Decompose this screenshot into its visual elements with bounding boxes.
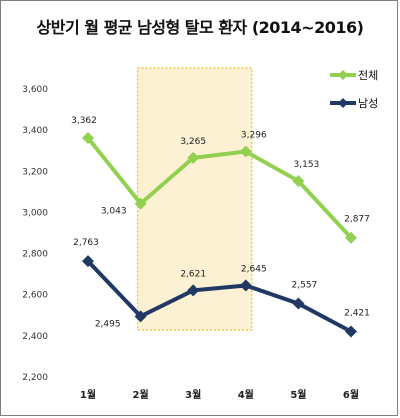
data-label: 2,877 [344, 215, 370, 225]
x-tick-label: 6월 [343, 389, 359, 401]
legend-label: 남성 [358, 97, 378, 110]
x-tick-label: 4월 [238, 389, 254, 401]
y-tick-label: 2,400 [22, 332, 48, 342]
y-tick-label: 3,000 [22, 208, 48, 218]
data-label: 3,296 [241, 131, 267, 141]
data-label: 2,763 [73, 238, 99, 248]
data-point [134, 197, 147, 210]
legend-marker [338, 70, 348, 80]
x-tick-label: 1월 [80, 389, 96, 401]
data-point [292, 174, 305, 187]
y-tick-label: 2,800 [22, 250, 48, 260]
x-tick-label: 5월 [290, 389, 306, 401]
data-label: 3,362 [71, 116, 97, 126]
data-label: 3,153 [294, 160, 320, 170]
data-point [187, 151, 200, 164]
x-tick-label: 3월 [185, 389, 201, 401]
data-point [187, 284, 200, 297]
data-point [134, 310, 147, 323]
data-label: 2,557 [292, 281, 318, 291]
data-label: 3,265 [180, 137, 206, 147]
legend-marker [338, 98, 348, 108]
y-tick-label: 2,200 [22, 373, 48, 383]
series-line-전체 [86, 136, 353, 240]
data-point [82, 131, 94, 144]
data-point [239, 279, 252, 292]
data-label: 2,645 [241, 264, 267, 274]
data-label: 3,043 [101, 207, 127, 217]
data-label: 2,421 [344, 309, 370, 319]
data-point [82, 255, 94, 268]
chart-title: 상반기 월 평균 남성형 탈모 환자 (2014~2016) [36, 18, 364, 37]
data-point [345, 231, 357, 244]
data-label: 2,621 [180, 269, 206, 279]
data-point [239, 145, 252, 158]
legend-label: 전체 [358, 69, 378, 82]
data-point [292, 297, 305, 310]
y-tick-label: 3,400 [22, 126, 48, 136]
data-label: 2,495 [95, 319, 121, 329]
y-tick-label: 3,600 [22, 85, 48, 95]
series-line-남성 [86, 259, 352, 334]
y-tick-label: 3,200 [22, 167, 48, 177]
x-tick-label: 2월 [133, 389, 149, 401]
y-tick-label: 2,600 [22, 291, 48, 301]
data-point [345, 325, 357, 338]
